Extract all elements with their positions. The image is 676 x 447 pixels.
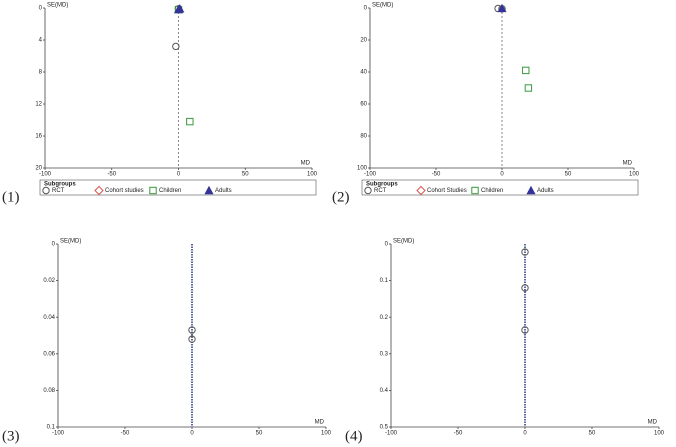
x-tick-label: 0 (500, 172, 504, 178)
x-tick-label: 100 (654, 431, 665, 437)
legend-marker (149, 186, 157, 195)
x-tick-label: 50 (256, 431, 263, 437)
legend-marker (471, 186, 479, 195)
y-tick-label: 20 (35, 166, 42, 172)
y-tick-label: 0.3 (380, 351, 389, 357)
x-tick-label: 100 (321, 431, 332, 437)
legend-marker (364, 186, 372, 195)
y-tick-label: 0.1 (380, 278, 389, 284)
y-tick-label: 0.08 (43, 388, 55, 394)
y-tick-label: 0.2 (380, 315, 389, 321)
panel-label: (2) (332, 189, 350, 205)
x-tick-label: 100 (307, 172, 318, 178)
y-axis-label: SE(MD) (393, 239, 414, 245)
x-axis-label: MD (315, 420, 325, 426)
legend-label: Cohort Studies (427, 188, 467, 194)
y-tick-label: 0 (39, 6, 43, 12)
point (524, 84, 533, 92)
legend-marker (94, 185, 104, 196)
x-axis-label: MD (623, 161, 633, 167)
y-tick-label: 4 (39, 38, 43, 44)
x-tick-label: 50 (242, 172, 249, 178)
legend-title: Subgroups (366, 182, 398, 188)
legend-marker (204, 185, 214, 195)
x-axis-label: MD (648, 420, 658, 426)
y-axis-label: SE(MD) (60, 239, 81, 245)
legend-marker (42, 186, 50, 195)
x-tick-label: -100 (52, 431, 65, 437)
y-tick-label: 0.02 (43, 278, 55, 284)
point (186, 117, 194, 126)
legend-label: Adults (215, 188, 232, 194)
legend-box (361, 179, 639, 196)
legend-title: Subgroups (44, 182, 76, 188)
x-tick-label: -50 (121, 431, 130, 437)
y-tick-label: 0.4 (380, 388, 389, 394)
point (172, 42, 180, 51)
y-tick-label: 40 (360, 70, 367, 76)
point (521, 326, 529, 334)
x-tick-label: -100 (385, 431, 398, 437)
legend-label: RCT (374, 188, 387, 194)
point (173, 4, 184, 14)
point (188, 326, 196, 334)
x-tick-label: 100 (629, 172, 640, 178)
panel-label: (3) (2, 428, 20, 444)
point (497, 3, 507, 13)
x-axis-label: MD (301, 161, 311, 167)
x-tick-label: -50 (432, 172, 441, 178)
x-tick-label: 0 (190, 431, 194, 437)
y-axis-label: SE(MD) (372, 3, 393, 9)
y-tick-label: 8 (39, 70, 43, 76)
y-tick-label: 0 (52, 242, 56, 248)
legend-label: Adults (537, 188, 554, 194)
legend-marker (526, 185, 536, 195)
y-tick-label: 100 (357, 166, 368, 172)
legend-label: Children (159, 188, 181, 194)
y-tick-label: 0.5 (380, 425, 389, 431)
legend-label: Cohort studies (105, 188, 144, 194)
panel-label: (1) (2, 189, 20, 205)
y-tick-label: 0 (364, 6, 368, 12)
y-tick-label: 20 (360, 38, 367, 44)
x-tick-label: -100 (364, 172, 377, 178)
y-axis-label: SE(MD) (47, 3, 68, 9)
legend-box (39, 179, 317, 196)
x-tick-label: 50 (589, 431, 596, 437)
x-tick-label: 0 (523, 431, 527, 437)
point (521, 284, 529, 292)
x-tick-label: -50 (107, 172, 116, 178)
y-tick-label: 0 (385, 242, 389, 248)
point (521, 248, 529, 256)
x-tick-label: -50 (454, 431, 463, 437)
y-tick-label: 0.1 (47, 425, 56, 431)
y-tick-label: 80 (360, 134, 367, 140)
point (188, 335, 196, 343)
y-tick-label: 0.06 (43, 351, 55, 357)
legend-label: Children (481, 188, 503, 194)
x-tick-label: 0 (177, 172, 181, 178)
panel-label: (4) (345, 428, 363, 444)
y-tick-label: 16 (35, 134, 42, 140)
legend-marker (416, 185, 426, 196)
y-tick-label: 60 (360, 102, 367, 108)
legend-label: RCT (52, 188, 65, 194)
y-tick-label: 12 (35, 102, 42, 108)
x-tick-label: 50 (565, 172, 572, 178)
x-tick-label: -100 (39, 172, 52, 178)
point (522, 66, 530, 75)
y-tick-label: 0.04 (43, 315, 55, 321)
